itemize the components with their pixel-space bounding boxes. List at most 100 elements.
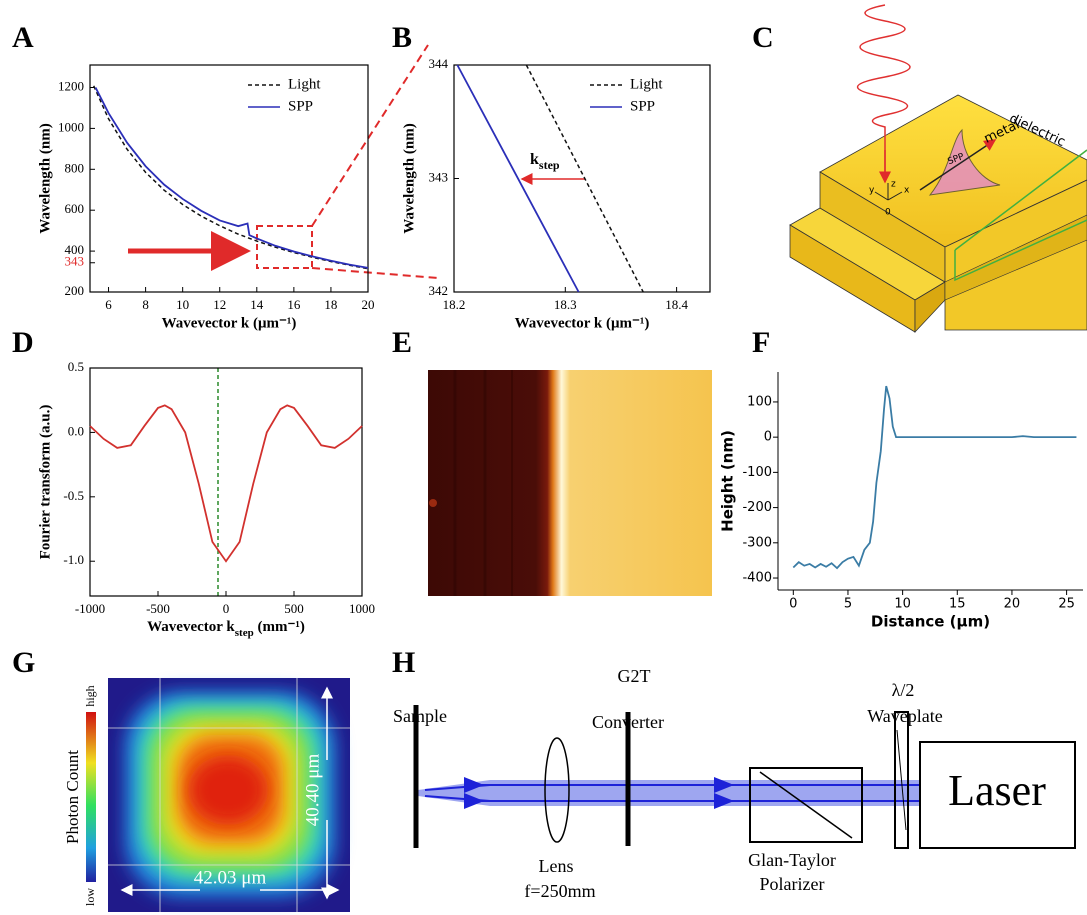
axis-title-part: Wavevector k	[147, 619, 235, 635]
panel-label: H	[392, 646, 415, 679]
label: y	[869, 186, 875, 196]
x-tick-label: 0	[223, 601, 230, 616]
y-tick-label: 1000	[58, 119, 84, 134]
label: Waveplate	[867, 706, 943, 726]
colorbar-title: Photon Count	[63, 750, 82, 844]
axis-title: Wavelength (nm)	[37, 123, 53, 233]
x-tick-label: 14	[250, 297, 264, 312]
legend-label: SPP	[288, 98, 313, 114]
legend-label: SPP	[630, 98, 655, 114]
x-tick-label: 20	[362, 297, 375, 312]
y-tick-label: -400	[742, 571, 772, 586]
y-tick-label: 400	[65, 242, 85, 257]
panel-label: B	[392, 21, 412, 54]
label: z	[891, 180, 896, 190]
panel-label: A	[12, 21, 34, 54]
label: G2T	[618, 666, 651, 686]
annotation: kstep	[530, 151, 560, 172]
chart: 6 8 10 12 14 16 18 20 200 400 600 800 1000 1200 343 Wav…	[37, 64, 375, 331]
beam-profile: 42.03 μm 40.40 μm high low Photon Count	[63, 678, 350, 912]
y-tick-label: 343	[65, 254, 85, 269]
axis-title: Wavelength (nm)	[401, 123, 417, 233]
y-tick-label: 0.5	[68, 359, 84, 374]
colorbar-high: high	[83, 685, 97, 706]
legend-label: Light	[630, 76, 663, 92]
x-tick-label: 18.3	[554, 297, 577, 312]
x-tick-label: 10	[894, 597, 911, 612]
zoom-box	[256, 225, 313, 269]
optical-setup	[413, 705, 1076, 849]
label: Lens	[539, 856, 574, 876]
y-tick-label: 0.0	[68, 423, 84, 438]
x-tick-label: 18	[324, 297, 337, 312]
y-tick-label: -300	[742, 535, 772, 550]
axis-title: Wavevector k (μm⁻¹)	[162, 315, 297, 331]
label: λ/2	[892, 680, 915, 700]
y-tick-label: -200	[742, 500, 772, 515]
afm-image	[428, 370, 712, 596]
series-line	[89, 404, 363, 563]
x-tick-label: 25	[1058, 597, 1075, 612]
x-tick-label: 8	[142, 297, 149, 312]
axis-title: Distance (μm)	[871, 613, 990, 631]
label: Laser	[948, 766, 1046, 815]
x-tick-label: -500	[146, 601, 170, 616]
x-tick-label: 6	[105, 297, 112, 312]
x-tick-label: 500	[284, 601, 304, 616]
x-tick-label: 1000	[349, 601, 375, 616]
label: Converter	[592, 712, 664, 732]
y-tick-label: 600	[65, 201, 85, 216]
panel-label: E	[392, 326, 412, 359]
series-line	[525, 64, 644, 293]
series-line	[792, 385, 1077, 570]
label: Glan-Taylor	[748, 850, 836, 870]
label: Polarizer	[760, 874, 825, 894]
chart: -1000 -500 0 500 1000 0.5 0.0 -0.5 -1.0 Wavevecto…	[37, 359, 375, 639]
colorbar-low: low	[83, 888, 97, 906]
series-line	[93, 85, 369, 270]
chart: 18.2 18.3 18.4 342 343 344 Wavevector k (μm⁻¹)…	[401, 56, 711, 331]
zoom-line	[311, 267, 439, 279]
axis-title: Fourier transform (a.u.)	[37, 405, 53, 560]
diagram-c: dielectric metal SPP x y z 0	[789, 4, 1087, 334]
y-tick-label: 100	[747, 394, 772, 409]
y-tick-label: 0	[764, 430, 772, 445]
panel-label: F	[752, 326, 770, 359]
axis-title: Wavevector k (μm⁻¹)	[515, 315, 650, 331]
label: Sample	[393, 706, 447, 726]
y-tick-label: -1.0	[63, 552, 84, 567]
x-tick-label: 16	[287, 297, 301, 312]
x-tick-label: -1000	[75, 601, 105, 616]
y-tick-label: 343	[429, 169, 449, 184]
x-tick-label: 10	[176, 297, 189, 312]
x-tick-label: 0	[789, 597, 797, 612]
panel-label: D	[12, 326, 34, 359]
x-tick-label: 15	[949, 597, 966, 612]
y-tick-label: -100	[742, 465, 772, 480]
legend-label: Light	[288, 76, 321, 92]
y-tick-label: 344	[429, 56, 449, 71]
height-label: 40.40 μm	[302, 754, 323, 827]
x-tick-label: 20	[1004, 597, 1021, 612]
plot-frame	[89, 64, 369, 293]
label: x	[904, 186, 910, 196]
panel-label: G	[12, 646, 35, 679]
y-tick-label: -0.5	[63, 488, 84, 503]
y-tick-label: 200	[65, 283, 85, 298]
series-line	[456, 64, 580, 293]
zoom-line	[311, 44, 429, 227]
axis-title: Height (nm)	[719, 430, 737, 532]
y-tick-label: 800	[65, 160, 85, 175]
series-line	[94, 87, 369, 269]
axis-title-part: (mm⁻¹)	[254, 619, 305, 635]
x-tick-label: 18.2	[443, 297, 466, 312]
annotation-sub: step	[539, 158, 560, 172]
axis-title-part: step	[235, 627, 254, 639]
axis-title: Wavevector kstep (mm⁻¹)	[147, 619, 305, 638]
x-tick-label: 12	[213, 297, 226, 312]
x-tick-label: 5	[844, 597, 852, 612]
annotation-main: k	[530, 151, 539, 168]
y-tick-label: 342	[429, 283, 449, 298]
panel-label: C	[752, 21, 774, 54]
